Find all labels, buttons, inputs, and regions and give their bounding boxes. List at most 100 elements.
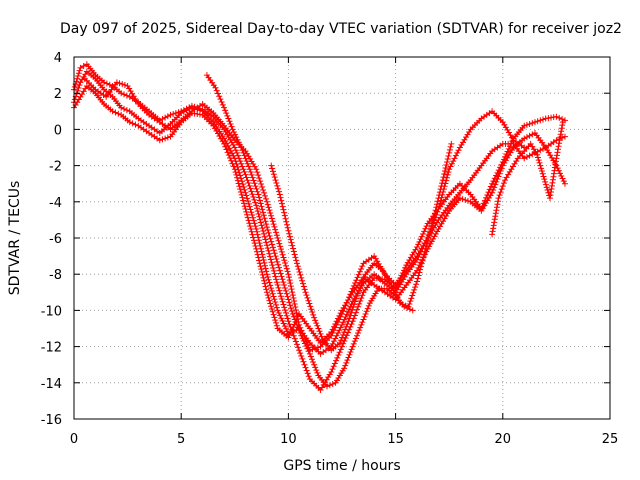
data-point	[529, 131, 536, 138]
data-point	[414, 244, 421, 251]
data-point	[250, 194, 257, 201]
data-point	[258, 203, 265, 210]
data-point	[271, 296, 278, 303]
data-point	[489, 231, 496, 238]
data-point	[279, 298, 286, 305]
data-point	[444, 155, 451, 162]
data-point	[431, 213, 438, 220]
data-point	[175, 109, 182, 116]
data-point	[360, 316, 367, 323]
data-point	[339, 311, 345, 318]
series-3	[81, 75, 528, 354]
data-point	[282, 309, 289, 316]
data-point	[248, 188, 255, 195]
data-point	[521, 155, 528, 162]
data-point	[405, 303, 412, 310]
data-point	[159, 136, 166, 143]
data-point	[121, 105, 128, 112]
data-point	[350, 340, 357, 347]
data-point	[290, 295, 297, 302]
data-point	[454, 149, 461, 156]
data-point	[276, 240, 283, 247]
data-point	[523, 134, 530, 141]
data-point	[283, 221, 290, 228]
data-point	[251, 240, 258, 247]
data-point	[279, 203, 286, 210]
data-point	[508, 140, 515, 147]
data-point	[219, 101, 226, 108]
data-point	[336, 327, 343, 334]
data-point	[432, 207, 439, 214]
data-point	[288, 286, 295, 293]
data-point	[268, 285, 275, 292]
data-point	[291, 316, 298, 323]
data-point	[329, 381, 336, 388]
data-point	[244, 198, 251, 205]
data-point	[347, 349, 354, 356]
data-point	[232, 131, 239, 138]
data-point	[435, 195, 442, 202]
data-point	[239, 163, 246, 170]
data-point	[489, 228, 496, 235]
data-point	[113, 79, 120, 86]
data-point	[340, 331, 347, 338]
data-point	[557, 134, 564, 141]
data-point	[329, 340, 336, 347]
data-point	[274, 307, 281, 314]
data-point	[261, 215, 268, 222]
data-point	[495, 173, 502, 180]
data-point	[253, 225, 260, 232]
data-point	[287, 236, 294, 243]
data-point	[237, 188, 244, 195]
data-point	[267, 253, 274, 260]
data-point	[354, 274, 361, 281]
data-point	[276, 287, 283, 294]
data-point	[407, 298, 414, 305]
data-point	[540, 145, 546, 152]
data-point	[248, 209, 255, 216]
data-point	[334, 319, 341, 326]
data-point	[241, 203, 248, 210]
data-point	[247, 169, 254, 176]
data-point	[286, 331, 293, 338]
data-point	[490, 225, 497, 232]
data-point	[180, 106, 187, 113]
data-point	[247, 225, 254, 232]
data-point	[362, 311, 369, 318]
data-point	[268, 306, 275, 313]
data-point	[357, 324, 364, 331]
data-point	[170, 111, 177, 118]
data-point	[309, 346, 316, 353]
data-point	[250, 177, 257, 184]
y-tick-label: 4	[54, 51, 62, 66]
data-point	[288, 326, 295, 333]
data-point	[258, 222, 265, 229]
data-point	[441, 168, 448, 175]
data-point	[415, 272, 422, 279]
data-point	[356, 268, 363, 275]
data-point	[296, 327, 303, 334]
data-point	[418, 260, 425, 267]
data-point	[423, 242, 430, 249]
data-point	[287, 280, 294, 287]
data-point	[332, 324, 339, 331]
data-point	[346, 351, 353, 358]
data-point	[396, 300, 403, 307]
data-point	[497, 189, 504, 196]
data-point	[535, 157, 542, 164]
data-point	[560, 178, 567, 185]
data-point	[428, 225, 435, 232]
data-point	[255, 210, 262, 217]
data-point	[351, 301, 358, 308]
data-point	[309, 309, 316, 316]
data-point	[323, 383, 330, 390]
data-point	[350, 304, 357, 311]
data-point	[337, 313, 344, 320]
data-point	[284, 268, 291, 275]
data-point	[281, 284, 288, 291]
data-point	[313, 367, 320, 374]
series-5	[268, 140, 455, 354]
data-point	[123, 92, 130, 99]
data-point	[71, 83, 78, 90]
series-4	[203, 72, 416, 390]
